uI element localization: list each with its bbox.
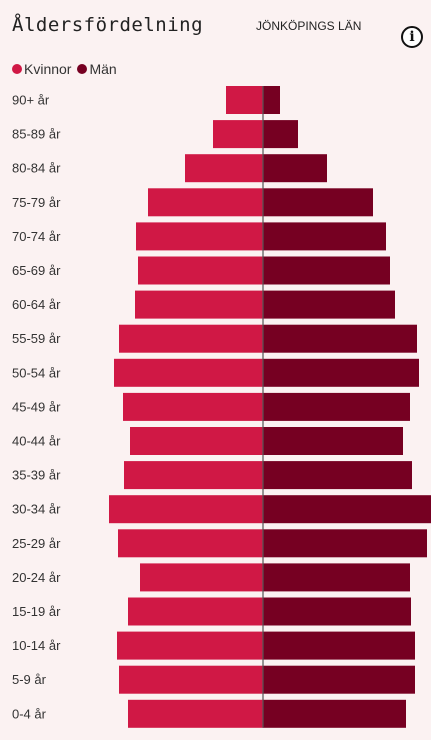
bar-women[interactable] <box>123 392 263 421</box>
age-group-label: 25-29 år <box>12 536 61 551</box>
age-group-label: 85-89 år <box>12 127 61 142</box>
age-group-label: 60-64 år <box>12 297 61 312</box>
bar-men[interactable] <box>263 86 280 114</box>
bar-men[interactable] <box>263 597 411 626</box>
legend-swatch-men <box>77 64 88 74</box>
bar-women[interactable] <box>128 597 263 626</box>
age-group-label: 45-49 år <box>12 399 61 414</box>
bar-women[interactable] <box>130 427 263 455</box>
bar-men[interactable] <box>263 427 403 455</box>
bar-women[interactable] <box>114 358 263 387</box>
legend-swatch-women <box>12 64 22 74</box>
age-group-label: 20-24 år <box>12 570 61 585</box>
bar-women[interactable] <box>117 631 263 660</box>
age-group-label: 75-79 år <box>12 195 61 210</box>
legend-item-women[interactable]: Kvinnor <box>12 61 71 77</box>
info-icon[interactable]: i <box>401 26 423 48</box>
bar-men[interactable] <box>263 256 390 285</box>
bar-men[interactable] <box>263 699 406 728</box>
age-group-label: 80-84 år <box>12 161 61 176</box>
bar-women[interactable] <box>136 222 263 251</box>
bar-men[interactable] <box>263 631 415 660</box>
age-group-label: 50-54 år <box>12 365 61 380</box>
bar-men[interactable] <box>263 563 410 592</box>
legend-label-men: Män <box>89 61 117 77</box>
bar-men[interactable] <box>263 154 327 183</box>
bar-women[interactable] <box>118 529 263 558</box>
age-group-label: 10-14 år <box>12 638 61 653</box>
bar-women[interactable] <box>119 324 263 353</box>
bar-men[interactable] <box>263 461 412 490</box>
age-group-label: 5-9 år <box>12 672 47 687</box>
bar-women[interactable] <box>119 665 263 694</box>
bar-men[interactable] <box>263 222 386 251</box>
bar-women[interactable] <box>148 188 263 217</box>
bar-women[interactable] <box>124 461 263 490</box>
bar-women[interactable] <box>213 120 263 149</box>
bar-men[interactable] <box>263 290 395 319</box>
bar-men[interactable] <box>263 358 419 387</box>
bar-men[interactable] <box>263 188 373 217</box>
age-group-label: 35-39 år <box>12 468 61 483</box>
age-group-label: 90+ år <box>12 93 50 108</box>
chart-header: Åldersfördelning JÖNKÖPINGS LÄN i <box>0 0 431 56</box>
bar-women[interactable] <box>185 154 263 183</box>
bar-women[interactable] <box>135 290 263 319</box>
age-group-label: 70-74 år <box>12 229 61 244</box>
chart-title: Åldersfördelning <box>12 14 204 36</box>
age-group-label: 55-59 år <box>12 331 61 346</box>
bar-women[interactable] <box>140 563 263 592</box>
bar-women[interactable] <box>128 699 263 728</box>
bar-men[interactable] <box>263 392 410 421</box>
bar-men[interactable] <box>263 324 417 353</box>
region-label: JÖNKÖPINGS LÄN <box>256 19 362 33</box>
legend: Kvinnor Män <box>12 61 123 77</box>
bar-men[interactable] <box>263 120 298 149</box>
legend-label-women: Kvinnor <box>24 61 72 77</box>
age-group-label: 30-34 år <box>12 502 61 517</box>
age-group-label: 40-44 år <box>12 434 61 449</box>
legend-item-men[interactable]: Män <box>77 61 117 77</box>
bar-men[interactable] <box>263 495 431 524</box>
bar-men[interactable] <box>263 529 427 558</box>
age-group-label: 15-19 år <box>12 604 61 619</box>
age-group-label: 0-4 år <box>12 706 47 721</box>
bar-women[interactable] <box>109 495 263 524</box>
bar-women[interactable] <box>138 256 263 285</box>
bar-men[interactable] <box>263 665 415 694</box>
bar-women[interactable] <box>226 86 263 114</box>
age-group-label: 65-69 år <box>12 263 61 278</box>
